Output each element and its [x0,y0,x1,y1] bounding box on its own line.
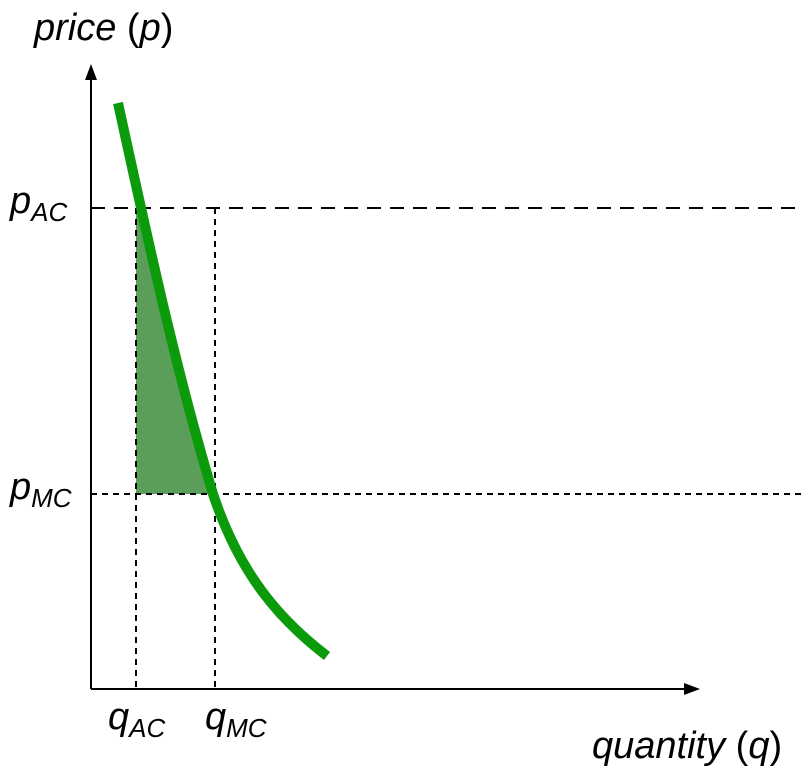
q-mc-label: qMC [205,696,267,743]
x-axis-title: quantity (q) [592,725,782,767]
q-ac-label: qAC [108,696,165,743]
p-ac-label: pAC [9,180,67,227]
demand-curve [113,101,331,660]
y-axis-title: price (p) [33,7,173,49]
x-axis-arrowhead [684,683,700,695]
p-mc-label: pMC [9,466,72,513]
y-axis-arrowhead [85,64,97,80]
shaded-area [136,208,213,494]
